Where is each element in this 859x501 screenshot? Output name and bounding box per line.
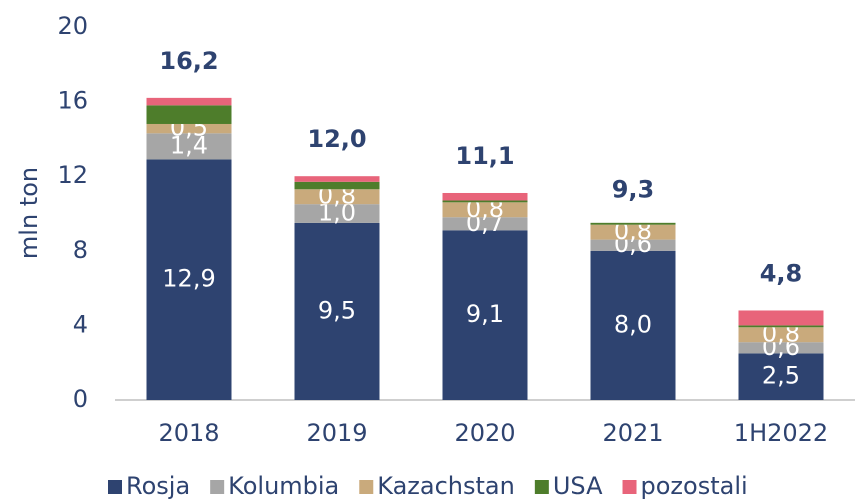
y-tick-label: 4 — [73, 310, 88, 338]
x-tick-label: 2018 — [158, 419, 219, 447]
y-tick-label: 0 — [73, 385, 88, 413]
x-tick-label: 2020 — [454, 419, 515, 447]
y-tick-label: 12 — [57, 161, 88, 189]
bar-segment — [590, 250, 676, 400]
value-label: 0,8 — [614, 217, 652, 245]
value-label: 2,5 — [762, 362, 800, 390]
bar-segment — [294, 176, 380, 182]
legend-swatch — [359, 480, 374, 494]
x-tick-label: 2021 — [602, 419, 663, 447]
bar-segment — [442, 217, 528, 231]
bar-segment — [146, 133, 232, 160]
bar-segment — [590, 222, 676, 225]
total-label: 9,3 — [612, 176, 655, 204]
bar-segment — [442, 200, 528, 203]
bar-segment — [590, 224, 676, 240]
bar-segment — [442, 202, 528, 218]
value-label: 9,1 — [466, 300, 504, 328]
total-label: 16,2 — [159, 47, 218, 75]
legend-swatch — [534, 480, 549, 494]
legend-label: pozostali — [641, 472, 748, 500]
legend-swatch — [622, 480, 637, 494]
bar-segment — [146, 105, 232, 124]
bar-segment — [738, 310, 824, 326]
bar-segment — [738, 342, 824, 354]
y-tick-label: 8 — [73, 236, 88, 264]
bar-segment — [442, 230, 528, 400]
legend-swatch — [210, 480, 225, 494]
bar-segment — [442, 192, 528, 201]
value-label: 8,0 — [614, 310, 652, 338]
bar-segment — [738, 353, 824, 400]
y-tick-label: 20 — [57, 12, 88, 40]
bar-segment — [590, 239, 676, 251]
x-tick-label: 1H2022 — [734, 419, 828, 447]
value-label: 12,9 — [162, 265, 215, 293]
bar-segment — [294, 189, 380, 205]
bar-segment — [294, 181, 380, 190]
total-label: 12,0 — [307, 125, 366, 153]
x-tick-label: 2019 — [306, 419, 367, 447]
legend-label: Kazachstan — [377, 472, 515, 500]
bar-segment — [294, 204, 380, 223]
bar-segment — [146, 159, 232, 400]
bar-segment — [146, 123, 232, 134]
legend-label: Kolumbia — [228, 472, 339, 500]
bar-segment — [738, 327, 824, 343]
legend-label: Rosja — [126, 472, 190, 500]
value-label: 1,4 — [170, 131, 208, 159]
y-axis-label: mln ton — [15, 167, 43, 259]
legend-swatch — [108, 480, 122, 494]
bar-segment — [294, 222, 380, 400]
bar-segment — [738, 325, 824, 328]
total-label: 11,1 — [455, 142, 514, 170]
total-label: 4,8 — [760, 259, 803, 287]
legend-label: USA — [553, 472, 603, 500]
value-label: 9,5 — [318, 296, 356, 324]
y-tick-label: 16 — [57, 87, 88, 115]
bar-segment — [146, 97, 232, 106]
